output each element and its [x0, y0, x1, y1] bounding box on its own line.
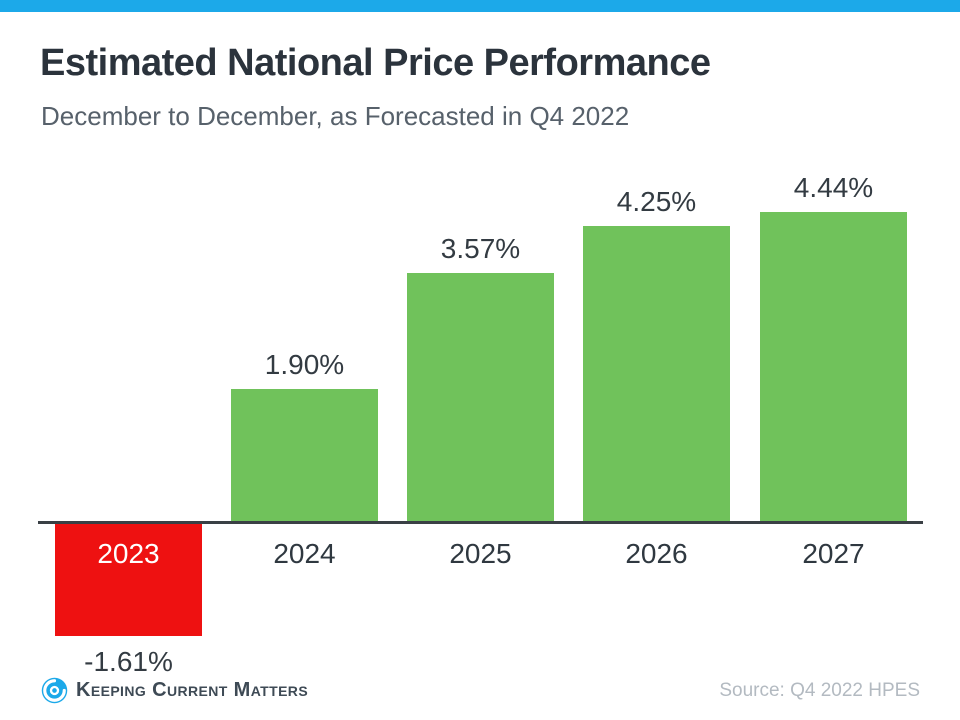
page-subtitle: December to December, as Forecasted in Q… [41, 101, 630, 131]
bar-2025 [407, 272, 554, 521]
bar-value-label-2026: 4.25% [616, 185, 697, 217]
bar-2026 [583, 225, 730, 521]
source-attribution: Source: Q4 2022 HPES [719, 680, 920, 701]
bar-value-label-2023: -1.61% [84, 645, 173, 677]
kcm-logo: Keeping Current Matters [41, 676, 308, 704]
bar-column-2025: 2025 3.57% [407, 0, 554, 720]
bar-column-2026: 2026 4.25% [583, 0, 730, 720]
x-tick-label-2027: 2027 [802, 538, 865, 569]
top-accent-bar [0, 0, 960, 12]
x-tick-label-2026: 2026 [625, 538, 688, 569]
bar-2027 [760, 212, 907, 521]
bar-value-label-2027: 4.44% [793, 172, 874, 204]
x-tick-label-2025: 2025 [449, 538, 512, 569]
x-axis-line [38, 521, 923, 524]
x-tick-label-2023: 2023 [97, 538, 160, 569]
bar-column-2024: 2024 1.90% [231, 0, 378, 720]
bar-column-2027: 2027 4.44% [760, 0, 907, 720]
kcm-logo-icon [41, 677, 68, 704]
kcm-logo-text: Keeping Current Matters [76, 678, 309, 701]
page-title: Estimated National Price Performance [40, 42, 711, 84]
bar-2024 [231, 388, 378, 521]
bar-value-label-2024: 1.90% [264, 348, 345, 380]
bar-value-label-2025: 3.57% [440, 232, 521, 264]
bar-2023 [55, 524, 202, 636]
bar-column-2023: 2023 -1.61% [55, 0, 202, 720]
x-tick-label-2024: 2024 [273, 538, 336, 569]
